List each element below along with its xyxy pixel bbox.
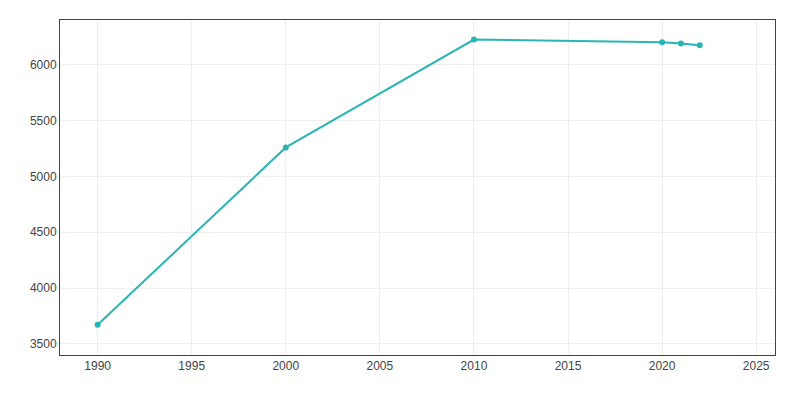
svg-text:2010: 2010 xyxy=(461,359,488,373)
svg-text:2025: 2025 xyxy=(743,359,770,373)
svg-text:4000: 4000 xyxy=(30,281,57,295)
svg-text:5500: 5500 xyxy=(30,114,57,128)
svg-text:1995: 1995 xyxy=(178,359,205,373)
svg-text:2000: 2000 xyxy=(272,359,299,373)
svg-text:1990: 1990 xyxy=(84,359,111,373)
svg-text:6000: 6000 xyxy=(30,58,57,72)
svg-text:5000: 5000 xyxy=(30,170,57,184)
svg-text:2015: 2015 xyxy=(555,359,582,373)
svg-text:2020: 2020 xyxy=(649,359,676,373)
svg-text:4500: 4500 xyxy=(30,225,57,239)
svg-text:3500: 3500 xyxy=(30,337,57,351)
svg-text:2005: 2005 xyxy=(367,359,394,373)
